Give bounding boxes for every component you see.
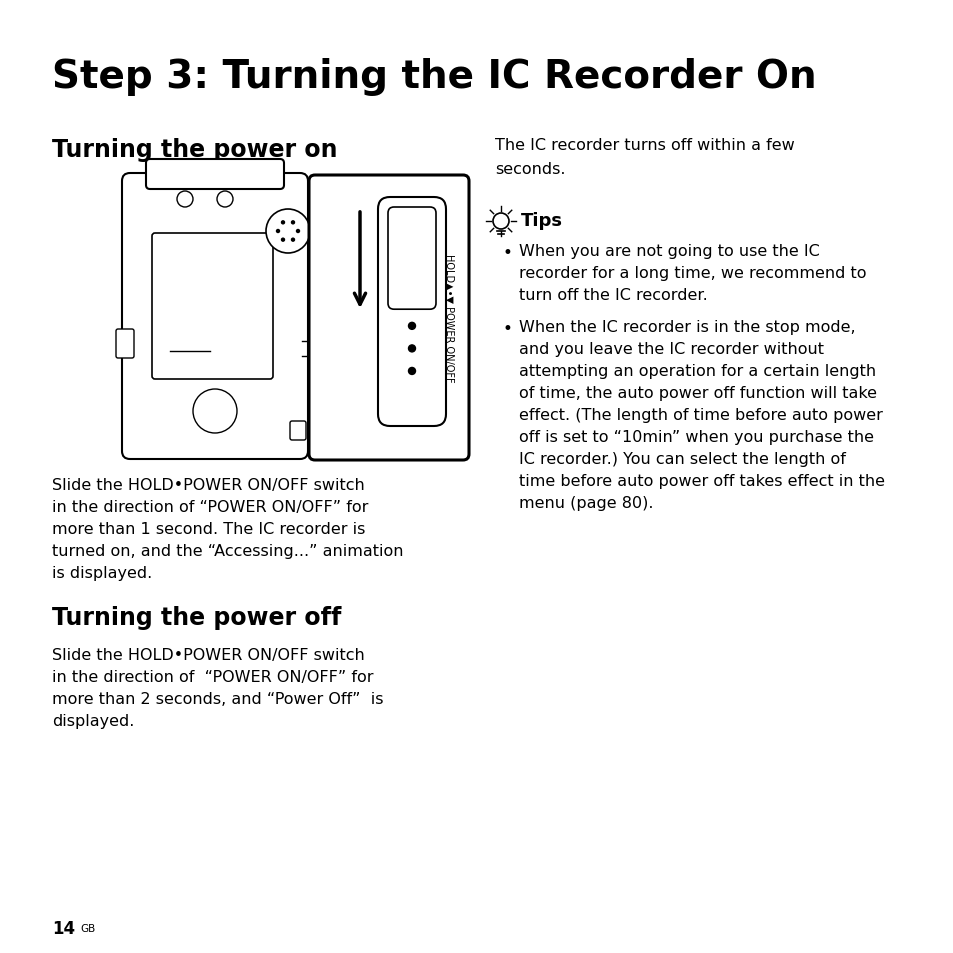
- Circle shape: [216, 192, 233, 208]
- Text: of time, the auto power off function will take: of time, the auto power off function wil…: [518, 386, 876, 400]
- Text: Slide the HOLD•POWER ON/OFF switch: Slide the HOLD•POWER ON/OFF switch: [52, 477, 364, 493]
- Circle shape: [276, 231, 279, 233]
- Text: attempting an operation for a certain length: attempting an operation for a certain le…: [518, 364, 875, 378]
- Text: •: •: [502, 319, 513, 337]
- Text: The IC recorder turns off within a few: The IC recorder turns off within a few: [495, 138, 794, 152]
- Text: is displayed.: is displayed.: [52, 565, 152, 580]
- Circle shape: [281, 239, 284, 242]
- Text: more than 2 seconds, and “Power Off”  is: more than 2 seconds, and “Power Off” is: [52, 691, 383, 706]
- Text: in the direction of “POWER ON/OFF” for: in the direction of “POWER ON/OFF” for: [52, 499, 368, 515]
- Circle shape: [408, 346, 416, 353]
- Text: more than 1 second. The IC recorder is: more than 1 second. The IC recorder is: [52, 521, 365, 537]
- Text: Step 3: Turning the IC Recorder On: Step 3: Turning the IC Recorder On: [52, 58, 816, 96]
- Circle shape: [266, 210, 310, 253]
- Text: off is set to “10min” when you purchase the: off is set to “10min” when you purchase …: [518, 430, 873, 444]
- Text: effect. (The length of time before auto power: effect. (The length of time before auto …: [518, 408, 882, 422]
- Text: •: •: [502, 244, 513, 262]
- Text: time before auto power off takes effect in the: time before auto power off takes effect …: [518, 474, 884, 489]
- Text: Slide the HOLD•POWER ON/OFF switch: Slide the HOLD•POWER ON/OFF switch: [52, 647, 364, 662]
- FancyBboxPatch shape: [152, 233, 273, 379]
- Text: recorder for a long time, we recommend to: recorder for a long time, we recommend t…: [518, 266, 865, 281]
- Text: When you are not going to use the IC: When you are not going to use the IC: [518, 244, 819, 258]
- Text: displayed.: displayed.: [52, 713, 134, 728]
- Text: 14: 14: [52, 919, 75, 937]
- Text: Turning the power on: Turning the power on: [52, 138, 337, 162]
- Circle shape: [292, 222, 294, 225]
- FancyBboxPatch shape: [116, 330, 133, 358]
- Circle shape: [281, 222, 284, 225]
- Circle shape: [296, 231, 299, 233]
- FancyBboxPatch shape: [146, 160, 284, 190]
- Circle shape: [408, 368, 416, 375]
- FancyBboxPatch shape: [388, 208, 436, 310]
- Text: in the direction of  “POWER ON/OFF” for: in the direction of “POWER ON/OFF” for: [52, 669, 374, 684]
- Text: HOLD▲•▼ POWER ON/OFF: HOLD▲•▼ POWER ON/OFF: [443, 253, 454, 382]
- FancyBboxPatch shape: [309, 175, 469, 460]
- FancyBboxPatch shape: [122, 173, 308, 459]
- FancyBboxPatch shape: [290, 421, 306, 440]
- Circle shape: [493, 213, 509, 230]
- Circle shape: [193, 390, 236, 434]
- Text: Turning the power off: Turning the power off: [52, 605, 341, 629]
- Circle shape: [292, 239, 294, 242]
- Text: menu (page 80).: menu (page 80).: [518, 496, 653, 511]
- Text: turn off the IC recorder.: turn off the IC recorder.: [518, 288, 707, 303]
- Text: seconds.: seconds.: [495, 162, 565, 177]
- Text: Tips: Tips: [520, 212, 562, 230]
- Text: GB: GB: [80, 923, 95, 933]
- Text: When the IC recorder is in the stop mode,: When the IC recorder is in the stop mode…: [518, 319, 855, 335]
- Text: turned on, and the “Accessing...” animation: turned on, and the “Accessing...” animat…: [52, 543, 403, 558]
- Circle shape: [177, 192, 193, 208]
- FancyBboxPatch shape: [377, 198, 446, 427]
- Circle shape: [408, 323, 416, 330]
- Text: and you leave the IC recorder without: and you leave the IC recorder without: [518, 341, 823, 356]
- Text: IC recorder.) You can select the length of: IC recorder.) You can select the length …: [518, 452, 845, 467]
